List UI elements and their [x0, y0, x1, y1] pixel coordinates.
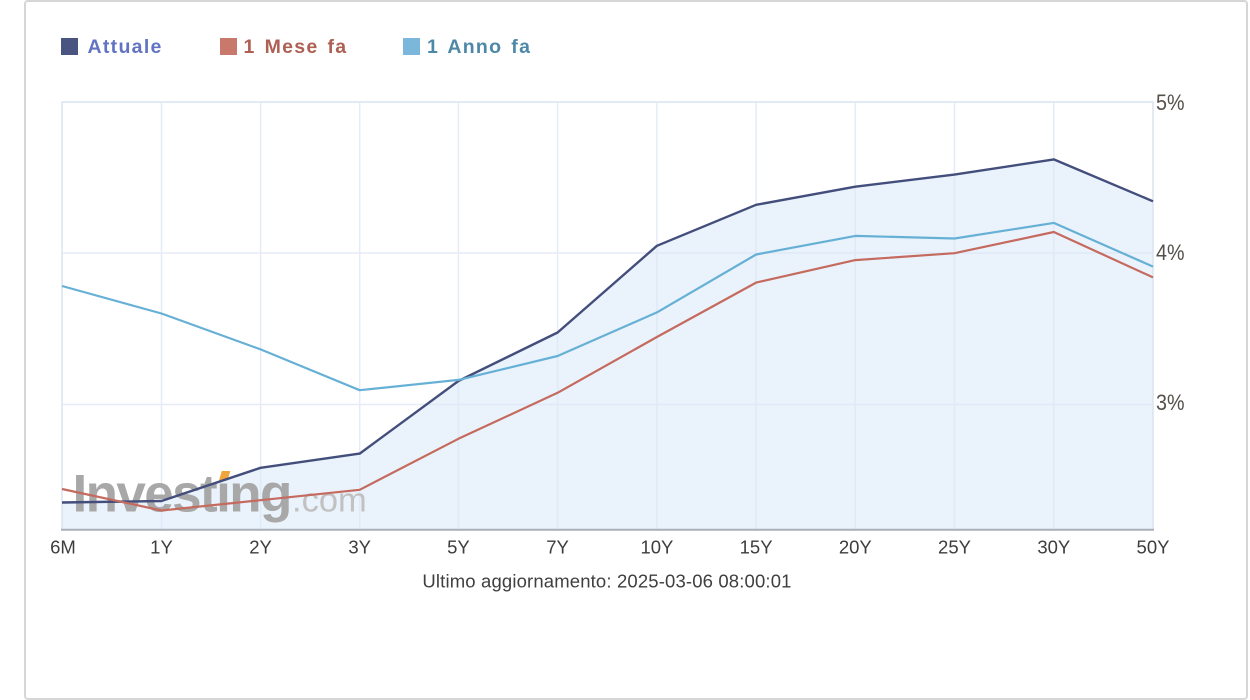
svg-text:20Y: 20Y: [839, 537, 872, 558]
svg-text:4%: 4%: [1156, 240, 1185, 265]
svg-text:25Y: 25Y: [938, 537, 971, 558]
svg-text:50Y: 50Y: [1137, 537, 1170, 558]
svg-text:7Y: 7Y: [546, 537, 569, 558]
svg-text:3Y: 3Y: [348, 537, 371, 558]
svg-text:15Y: 15Y: [740, 537, 773, 558]
svg-text:.com: .com: [292, 482, 367, 520]
svg-text:5Y: 5Y: [447, 537, 470, 558]
svg-text:10Y: 10Y: [640, 537, 673, 558]
svg-text:3%: 3%: [1156, 390, 1185, 415]
svg-text:5%: 5%: [1156, 90, 1185, 115]
svg-text:30Y: 30Y: [1037, 537, 1070, 558]
svg-text:1Y: 1Y: [150, 537, 173, 558]
svg-text:Ultimo aggiornamento: 2025-03-: Ultimo aggiornamento: 2025-03-06 08:00:0…: [422, 571, 791, 592]
svg-text:2Y: 2Y: [249, 537, 272, 558]
svg-text:6M: 6M: [50, 537, 76, 558]
